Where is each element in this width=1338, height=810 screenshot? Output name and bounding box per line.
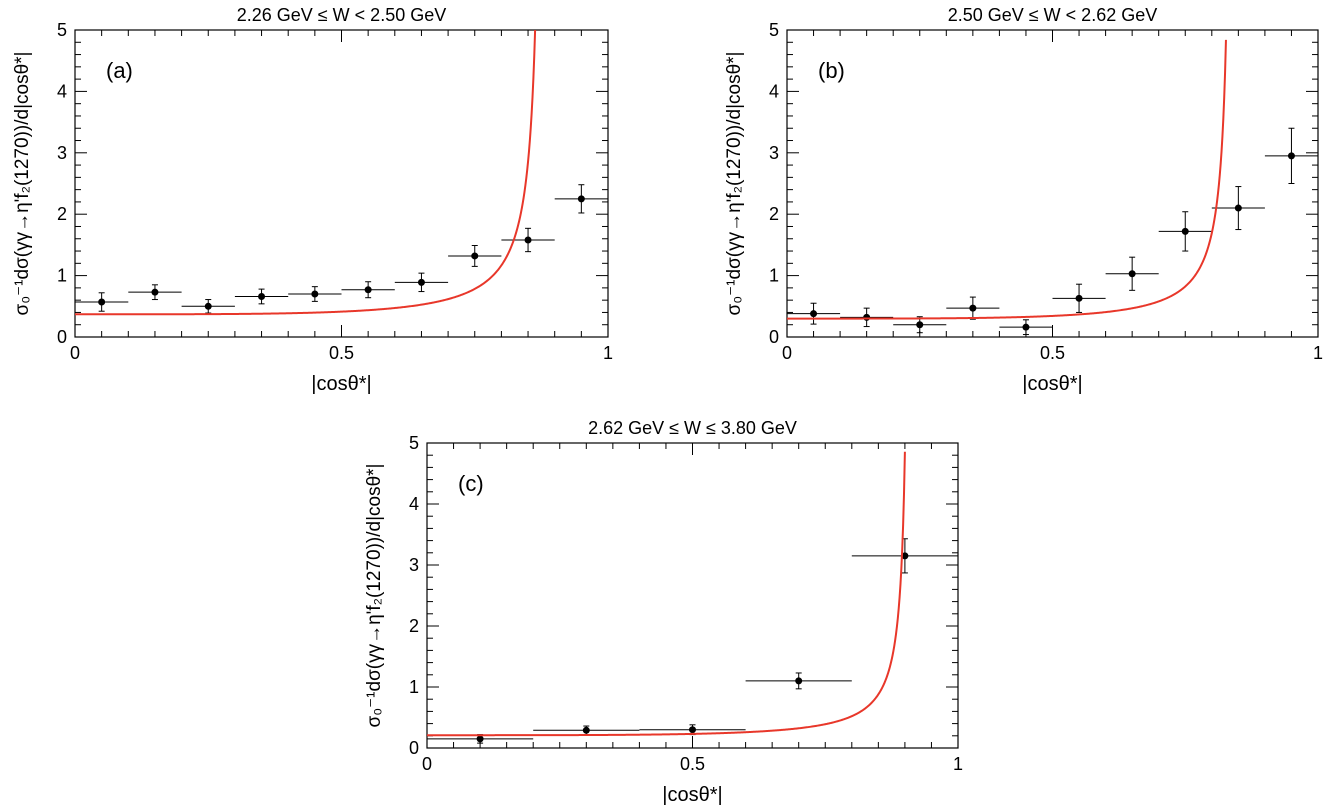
data-point <box>204 302 212 310</box>
data-point <box>863 313 871 321</box>
y-tick-label: 1 <box>57 266 67 286</box>
chart-title: 2.26 GeV ≤ W < 2.50 GeV <box>237 5 447 25</box>
model-curve <box>787 39 1227 320</box>
y-tick-label: 0 <box>57 327 67 347</box>
data-point <box>98 298 106 306</box>
chart-title: 2.50 GeV ≤ W < 2.62 GeV <box>948 5 1158 25</box>
panel-label: (c) <box>458 471 484 496</box>
y-tick-label: 3 <box>769 143 779 163</box>
data-series <box>75 184 608 314</box>
chart-title: 2.62 GeV ≤ W ≤ 3.80 GeV <box>588 418 797 438</box>
data-point <box>524 236 532 244</box>
data-point <box>577 195 585 203</box>
data-point <box>1287 152 1295 160</box>
y-tick-label: 3 <box>409 555 419 575</box>
y-axis-label: σ₀⁻¹dσ(γγ→η'f₂(1270))/d|cosθ*| <box>364 464 385 728</box>
x-axis-label: |cosθ*| <box>662 784 722 806</box>
y-tick-label: 2 <box>769 204 779 224</box>
data-point <box>1022 323 1030 331</box>
data-point <box>1128 270 1136 278</box>
y-axis-label: σ₀⁻¹dσ(γγ→η'f₂(1270))/d|cosθ*| <box>12 52 33 316</box>
model-curve <box>75 30 537 316</box>
x-axis-label: |cosθ*| <box>1022 373 1082 395</box>
data-series <box>427 538 958 744</box>
data-point <box>311 290 319 298</box>
data-point <box>476 735 484 743</box>
chart-panel-a: 0 1 2 3 4 5 0 0.5 1 2.26 GeV ≤ W < 2.50 GeV (a) |co… <box>12 5 613 395</box>
x-tick-label: 0.5 <box>1040 343 1065 363</box>
x-axis-label: |cosθ*| <box>311 373 371 395</box>
plot-frame <box>426 442 959 749</box>
y-tick-label: 1 <box>769 266 779 286</box>
x-tick-label: 0 <box>70 343 80 363</box>
data-point <box>1075 294 1083 302</box>
data-point <box>810 310 818 318</box>
y-tick-label: 0 <box>769 327 779 347</box>
x-tick-label: 1 <box>1313 343 1323 363</box>
model-curve <box>427 451 906 737</box>
y-tick-label: 0 <box>409 738 419 758</box>
y-tick-label: 2 <box>409 616 419 636</box>
data-point <box>1181 227 1189 235</box>
y-axis-label: σ₀⁻¹dσ(γγ→η'f₂(1270))/d|cosθ*| <box>724 52 745 316</box>
x-tick-label: 0.5 <box>329 343 354 363</box>
data-point <box>471 252 479 260</box>
y-tick-label: 1 <box>409 677 419 697</box>
y-tick-label: 5 <box>57 20 67 40</box>
plot-frame <box>786 29 1319 338</box>
panel-label: (b) <box>818 58 845 83</box>
data-point <box>582 726 590 734</box>
data-point <box>689 726 696 734</box>
data-series <box>787 127 1318 336</box>
y-tick-label: 4 <box>57 81 67 101</box>
chart-panel-b: 0 1 2 3 4 5 0 0.5 1 2.50 GeV ≤ W < 2.62 GeV (b) |co… <box>724 5 1323 395</box>
y-tick-label: 4 <box>409 494 419 514</box>
data-point <box>258 292 266 300</box>
data-point <box>364 286 372 294</box>
y-tick-label: 4 <box>769 81 779 101</box>
y-tick-label: 2 <box>57 204 67 224</box>
data-point <box>417 278 425 286</box>
data-point <box>795 677 803 685</box>
x-tick-label: 0 <box>422 754 432 774</box>
chart-panel-c: 0 1 2 3 4 5 0 0.5 1 2.62 GeV ≤ W ≤ 3.80 GeV (c) |co… <box>364 418 963 806</box>
y-tick-label: 3 <box>57 143 67 163</box>
y-tick-label: 5 <box>769 20 779 40</box>
x-tick-label: 1 <box>953 754 963 774</box>
x-tick-label: 0.5 <box>680 754 705 774</box>
data-point <box>1234 204 1242 212</box>
panel-label: (a) <box>106 58 133 83</box>
x-tick-label: 0 <box>782 343 792 363</box>
data-point <box>916 321 924 329</box>
data-point <box>151 288 159 296</box>
data-point <box>969 304 977 312</box>
x-tick-label: 1 <box>603 343 613 363</box>
y-tick-label: 5 <box>409 433 419 453</box>
data-point <box>901 552 909 560</box>
